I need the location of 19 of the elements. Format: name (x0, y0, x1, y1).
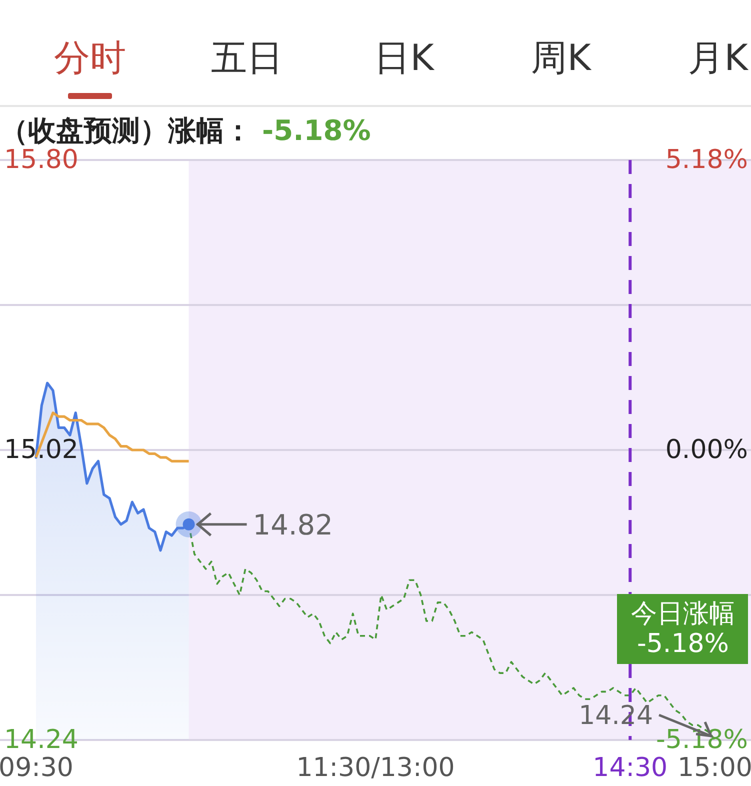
text: 日K (374, 38, 436, 79)
text: 月K (688, 38, 750, 79)
text: 今日涨幅 (631, 599, 735, 629)
y-tick-label: 14.24 (4, 725, 78, 755)
y2-tick-label: 5.18% (665, 145, 748, 175)
text: -5.18% (262, 114, 371, 147)
text: -5.18% (637, 629, 729, 659)
x-tick-label: 09:30 (0, 753, 74, 783)
text: 五日 (211, 38, 283, 79)
annotation: 14.24 (578, 701, 653, 731)
x-tick-label: 14:30 (592, 753, 668, 783)
x-tick-label: 11:30/13:00 (296, 753, 455, 783)
x-tick-label: 15:00 (678, 753, 751, 783)
annotation: 14.82 (252, 508, 333, 542)
y-tick-label: 15.80 (4, 145, 78, 175)
chart-title: （收盘预测）涨幅： (0, 114, 252, 147)
y2-tick-label: 0.00% (665, 435, 748, 465)
text: 周K (531, 38, 592, 79)
text: 分时 (54, 38, 126, 79)
